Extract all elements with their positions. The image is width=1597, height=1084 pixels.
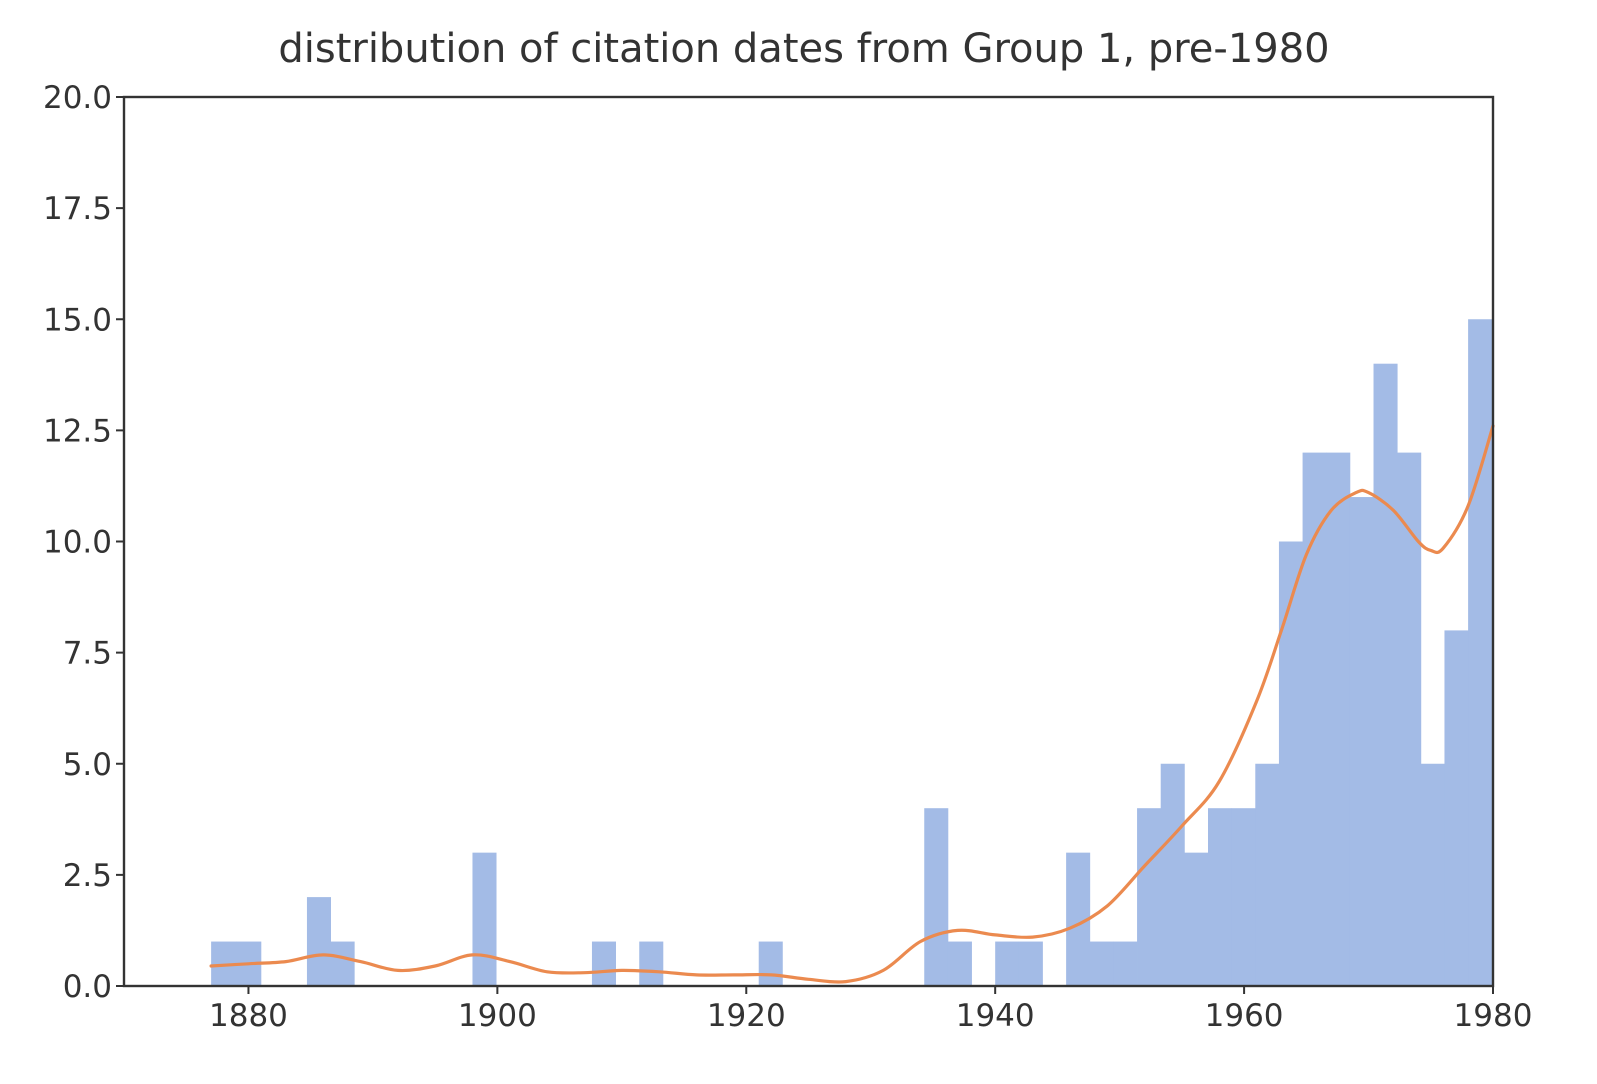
y-tick-label: 20.0 [43,80,112,116]
chart-title: distribution of citation dates from Grou… [278,26,1329,72]
histogram-bar-28 [1444,630,1469,986]
histogram-bar-4 [472,852,497,986]
histogram-bar-5 [591,941,616,986]
histogram-bar-23 [1326,452,1351,987]
histogram-bar-11 [1018,941,1043,986]
histogram-bar-2 [306,897,331,986]
histogram-bar-9 [947,941,972,986]
x-tick-label: 1900 [458,998,537,1034]
histogram-bar-15 [1137,808,1162,986]
y-axis-ticks: 0.0 2.5 5.0 7.5 10.0 12.5 15.0 17.5 20.0 [43,80,124,1005]
histogram-bar-13 [1089,941,1114,986]
y-tick-label: 0.0 [63,969,112,1005]
histogram-bar-20 [1255,763,1280,986]
histogram-bar-7 [758,941,783,986]
density-curve [209,424,1495,984]
histogram-bar-22 [1302,452,1327,987]
histogram-bar-19 [1231,808,1256,986]
y-tick-label: 12.5 [43,413,112,449]
histogram-bar-14 [1113,941,1138,986]
histogram-bar-26 [1397,452,1422,987]
histogram-bar-17 [1184,852,1209,986]
x-axis-ticks: 1880 1900 1920 1940 1960 1980 [209,986,1532,1034]
histogram-bar-27 [1420,763,1445,986]
y-tick-label: 10.0 [43,525,112,561]
histogram-bar-10 [995,941,1020,986]
histogram-bar-24 [1349,497,1374,986]
histogram-bar-18 [1207,808,1233,986]
histogram-bars [211,319,1493,987]
histogram-bar-6 [639,941,664,986]
x-tick-label: 1980 [1454,998,1533,1034]
histogram-bar-8 [924,808,949,986]
histogram-bar-16 [1160,763,1185,986]
y-tick-label: 7.5 [63,636,112,672]
x-tick-label: 1920 [707,998,786,1034]
histogram-bar-3 [330,941,355,986]
histogram-bar-21 [1278,541,1303,986]
y-tick-label: 2.5 [63,858,112,894]
y-tick-label: 17.5 [43,191,112,227]
histogram-bar-25 [1373,363,1398,986]
y-tick-label: 5.0 [63,747,112,783]
x-tick-label: 1960 [1205,998,1284,1034]
y-tick-label: 15.0 [43,302,112,338]
histogram-bar-29 [1468,319,1493,986]
x-tick-label: 1880 [209,998,288,1034]
x-tick-label: 1940 [956,998,1035,1034]
